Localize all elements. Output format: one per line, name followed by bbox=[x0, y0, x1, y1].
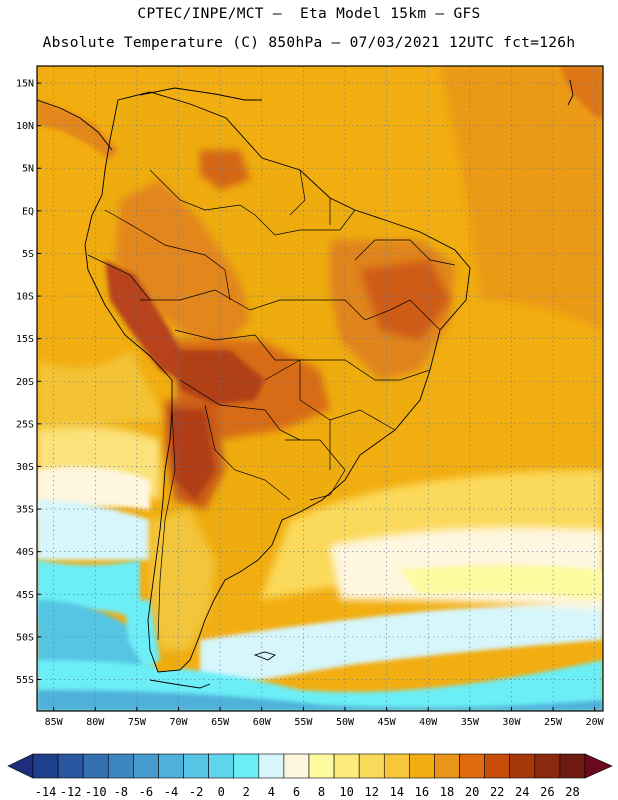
colorbar-swatch bbox=[233, 753, 260, 779]
colorbar-swatch bbox=[559, 753, 586, 779]
colorbar-swatch bbox=[32, 753, 59, 779]
colorbar-swatch bbox=[333, 753, 360, 779]
chaco bbox=[170, 410, 215, 500]
lat-label: 5S bbox=[22, 249, 34, 260]
colorbar-swatch bbox=[383, 753, 410, 779]
map-frame bbox=[36, 65, 604, 712]
colorbar-label: -6 bbox=[139, 785, 153, 799]
colorbar-label: 28 bbox=[565, 785, 579, 799]
colorbar-swatch bbox=[107, 753, 134, 779]
colorbar-label: 18 bbox=[440, 785, 454, 799]
lon-label: 40W bbox=[419, 717, 438, 728]
lon-label: 55W bbox=[294, 717, 313, 728]
colorbar-swatch bbox=[283, 753, 310, 779]
lon-label: 45W bbox=[378, 717, 397, 728]
lat-label: 30S bbox=[16, 462, 34, 473]
colorbar-label: -14 bbox=[35, 785, 57, 799]
lat-label: 10S bbox=[16, 292, 34, 303]
colorbar: -14 -12 -10 -8 -6 -4 -2 0 2 4 6 8 10 12 14 16 18 20 22 24 26… bbox=[7, 753, 613, 799]
colorbar-label: -12 bbox=[60, 785, 82, 799]
land-hot-6 bbox=[200, 150, 250, 190]
lon-label: 60W bbox=[253, 717, 272, 728]
colorbar-swatch bbox=[158, 753, 184, 779]
colorbar-label: 16 bbox=[415, 785, 429, 799]
lon-label: 25W bbox=[544, 717, 563, 728]
colorbar-label: 8 bbox=[318, 785, 325, 799]
lat-label: 15N bbox=[16, 79, 34, 90]
lat-label: 50S bbox=[16, 632, 34, 643]
colorbar-label: -2 bbox=[189, 785, 203, 799]
lat-label: EQ bbox=[22, 206, 34, 217]
colorbar-label: 20 bbox=[465, 785, 479, 799]
patagonia-cool bbox=[150, 510, 215, 650]
colorbar-swatch bbox=[258, 753, 285, 779]
colorbar-label: -8 bbox=[114, 785, 128, 799]
lon-label: 35W bbox=[461, 717, 480, 728]
colorbar-swatch bbox=[208, 753, 235, 779]
lat-label: 55S bbox=[16, 675, 34, 686]
colorbar-swatch bbox=[459, 753, 485, 779]
andes-highland bbox=[105, 260, 185, 380]
colorbar-label: 2 bbox=[243, 785, 250, 799]
chart-title-line-1: CPTEC/INPE/MCT — Eta Model 15km — GFS bbox=[137, 6, 481, 22]
country-borders bbox=[87, 169, 456, 641]
colorbar-label: -10 bbox=[85, 785, 107, 799]
lat-label: 5N bbox=[22, 164, 34, 175]
lon-label: 70W bbox=[169, 717, 188, 728]
pacific-mid bbox=[37, 350, 165, 440]
colorbar-label: 6 bbox=[293, 785, 300, 799]
lat-label: 40S bbox=[16, 547, 34, 558]
ocean-hot-corner bbox=[560, 66, 603, 120]
pacific-pale-cyan bbox=[37, 500, 150, 560]
lat-label: 25S bbox=[16, 419, 34, 430]
latitude-labels: 15N 10N 5N EQ 5S 10S 15S 20S 25S 30S 35S 40S 45S 50S 5… bbox=[16, 79, 41, 686]
colorbar-swatch bbox=[409, 753, 435, 779]
colorbar-label: 22 bbox=[490, 785, 504, 799]
lat-label: 45S bbox=[16, 590, 34, 601]
chart-title-line-2: Absolute Temperature (C) 850hPa — 07/03/… bbox=[42, 35, 576, 51]
lon-label: 75W bbox=[128, 717, 147, 728]
colorbar-swatch bbox=[358, 753, 385, 779]
coastlines bbox=[37, 79, 574, 689]
colorbar-low-arrow bbox=[7, 753, 34, 779]
colorbar-label: 14 bbox=[390, 785, 404, 799]
colorbar-label: 10 bbox=[339, 785, 353, 799]
colorbar-swatch bbox=[82, 753, 109, 779]
land-hot-1 bbox=[115, 180, 250, 350]
colorbar-label: -4 bbox=[164, 785, 178, 799]
colorbar-label: 24 bbox=[515, 785, 529, 799]
colorbar-swatch bbox=[534, 753, 561, 779]
colorbar-swatch bbox=[434, 753, 460, 779]
lat-label: 20S bbox=[16, 377, 34, 388]
colorbar-label: 26 bbox=[540, 785, 554, 799]
colorbar-swatch bbox=[133, 753, 159, 779]
ocean-warm-ne bbox=[440, 66, 603, 330]
land-hot-5 bbox=[360, 260, 450, 340]
colorbar-label: 4 bbox=[268, 785, 275, 799]
lon-label: 50W bbox=[336, 717, 355, 728]
lon-label: 85W bbox=[45, 717, 64, 728]
lon-label: 65W bbox=[211, 717, 230, 728]
lon-label: 30W bbox=[502, 717, 521, 728]
colorbar-high-arrow bbox=[584, 753, 613, 779]
colorbar-label: 12 bbox=[365, 785, 379, 799]
colorbar-label: 0 bbox=[218, 785, 225, 799]
longitude-labels: 85W 80W 75W 70W 65W 60W 55W 50W 45W 40W 35W 30W 25W 2… bbox=[45, 707, 605, 728]
lat-label: 10N bbox=[16, 121, 34, 132]
map-field bbox=[37, 66, 603, 711]
lat-label: 15S bbox=[16, 334, 34, 345]
central-america bbox=[37, 100, 118, 160]
lat-label: 35S bbox=[16, 505, 34, 516]
colorbar-swatch bbox=[57, 753, 84, 779]
colorbar-swatch bbox=[509, 753, 536, 779]
colorbar-swatch bbox=[183, 753, 209, 779]
colorbar-swatch bbox=[484, 753, 511, 779]
lon-label: 80W bbox=[86, 717, 105, 728]
southern-pale bbox=[200, 600, 603, 690]
colorbar-swatch bbox=[308, 753, 335, 779]
lon-label: 20W bbox=[586, 717, 605, 728]
atlantic-pale bbox=[400, 565, 603, 600]
pacific-blue bbox=[37, 600, 150, 680]
